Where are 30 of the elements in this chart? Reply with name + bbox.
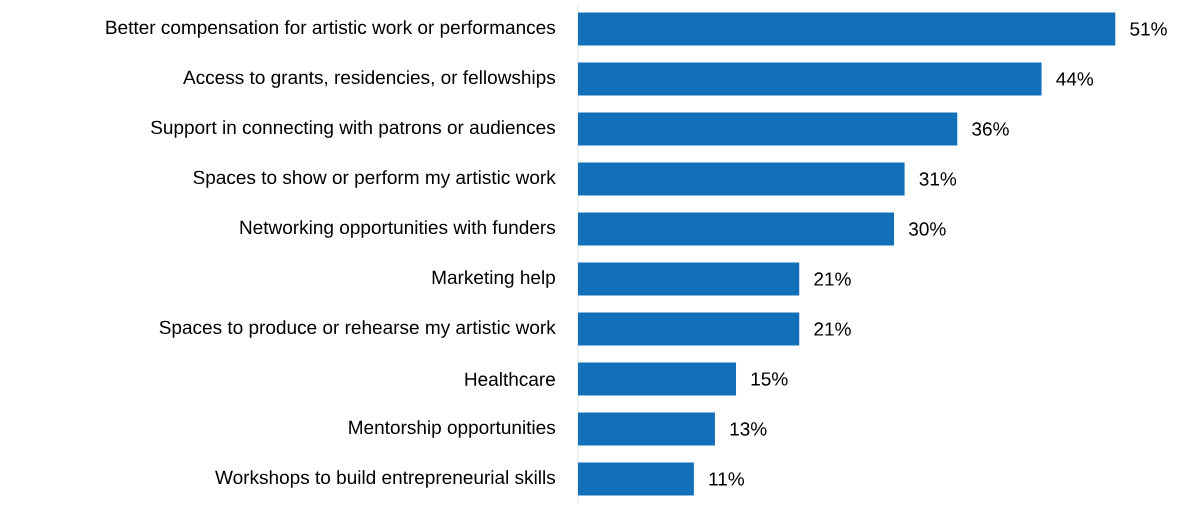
data-label: 44% — [1056, 72, 1094, 86]
y-tick-label: Networking opportunities with funders — [240, 220, 556, 238]
bar — [577, 462, 694, 496]
data-label: 13% — [730, 422, 767, 436]
data-label: 11% — [709, 472, 745, 486]
y-tick-label: Support in connecting with patrons or audiences — [151, 120, 556, 138]
y-tick-label: Better compensation for artistic work or performances — [106, 20, 556, 38]
data-label: 51% — [1130, 22, 1167, 36]
data-label: 36% — [972, 122, 1009, 136]
y-tick-label: Marketing help — [432, 270, 555, 288]
bar — [577, 162, 905, 196]
y-tick-label: Workshops to build entrepreneurial skills — [215, 470, 556, 488]
bar — [577, 262, 800, 296]
bar — [577, 412, 715, 446]
bar — [577, 212, 895, 246]
data-label: 21% — [814, 322, 851, 336]
bar — [577, 12, 1116, 46]
y-tick-label: Healthcare — [465, 372, 555, 386]
y-tick-label: Access to grants, residencies, or fellowships — [183, 70, 556, 88]
y-tick-label: Spaces to produce or rehearse my artistic work — [159, 320, 556, 338]
data-label: 30% — [908, 222, 946, 236]
data-label: 15% — [751, 372, 788, 386]
bar — [577, 312, 800, 346]
bar — [577, 112, 958, 146]
bar — [577, 62, 1042, 96]
bar — [577, 362, 737, 396]
data-label: 21% — [814, 272, 851, 286]
data-label: 31% — [919, 172, 957, 186]
y-tick-label: Mentorship opportunities — [349, 420, 556, 438]
y-tick-label: Spaces to show or perform my artistic work — [193, 170, 556, 188]
